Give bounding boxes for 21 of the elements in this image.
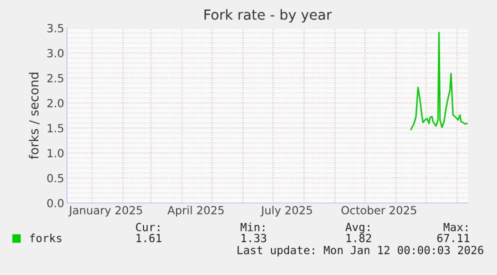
y-tick-label: 0.0 [47,198,64,208]
x-tick-label: January 2025 [68,206,142,217]
text: Last update: Mon Jan 12 00:00:03 2026 [238,246,484,256]
y-tick-label: 1.0 [48,148,64,158]
text: Cur: 1.61 [136,222,162,242]
y-axis-title: forks / second [28,72,40,160]
y-tick-label: 2.0 [47,98,64,108]
text: Max: 67.11 [437,222,470,242]
y-tick-label: 3.5 [47,24,64,32]
x-tick-label: April 2025 [167,206,224,217]
x-tick-label: July 2025 [260,206,312,217]
x-tick-label: October 2025 [341,206,416,214]
y-tick-label: 1.5 [48,124,64,132]
y-tick-label: 3.0 [47,48,64,58]
y-tick-label: 2.5 [47,74,64,82]
text: Avg: 1.82 [345,222,372,242]
text: Min: 1.33 [240,222,266,242]
chart-title: Fork rate - by year [204,9,332,23]
y-tick-label: 0.5 [47,174,64,182]
line-series [410,32,468,130]
legend-label: forks [30,234,62,242]
